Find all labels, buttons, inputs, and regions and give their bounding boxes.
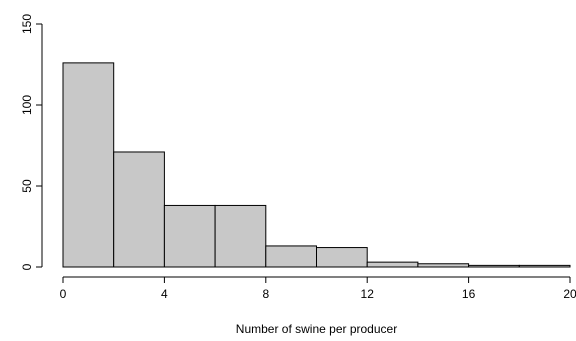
y-tick-label: 150 <box>20 14 34 34</box>
histogram-bar <box>366 261 419 268</box>
x-tick-label: 8 <box>262 287 269 301</box>
x-tick-label: 12 <box>361 287 375 301</box>
histogram-bar <box>417 263 470 268</box>
x-tick-label: 20 <box>563 287 576 301</box>
histogram-bar <box>214 204 267 268</box>
x-axis: 0 4 8 12 16 20 <box>60 276 576 301</box>
y-tick-label: 100 <box>20 95 34 115</box>
bars-group <box>62 62 571 268</box>
x-axis-title: Number of swine per producer <box>236 322 397 336</box>
histogram-bar <box>163 204 216 268</box>
x-tick-label: 4 <box>161 287 168 301</box>
histogram-bar <box>113 151 165 268</box>
histogram-bar <box>316 247 368 268</box>
y-axis: 0 50 100 150 <box>20 14 43 270</box>
histogram-bar <box>265 245 317 268</box>
histogram-bar <box>468 264 520 268</box>
y-tick-label: 0 <box>20 263 34 270</box>
histogram-bar <box>62 62 115 268</box>
y-tick-label: 50 <box>20 179 34 193</box>
histogram-bar <box>518 264 571 268</box>
x-tick-label: 0 <box>60 287 67 301</box>
x-tick-label: 16 <box>462 287 476 301</box>
